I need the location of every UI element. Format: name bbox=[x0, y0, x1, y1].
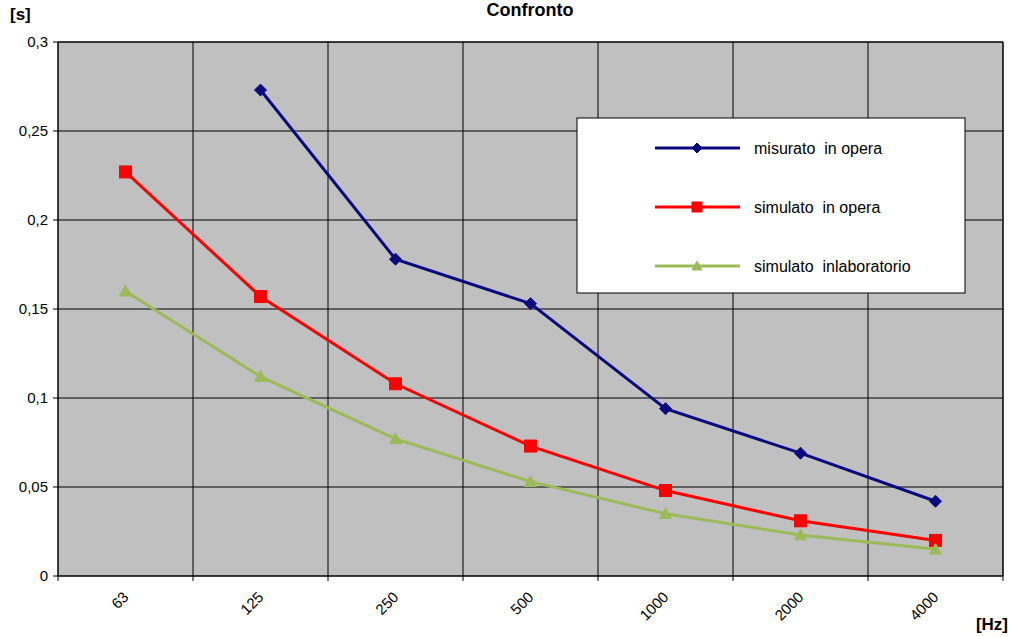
marker bbox=[692, 143, 702, 153]
marker bbox=[255, 84, 267, 96]
x-tick-label: 2000 bbox=[771, 588, 807, 624]
legend-box bbox=[577, 118, 965, 293]
y-axis bbox=[58, 42, 59, 576]
marker bbox=[795, 529, 807, 540]
x-tick-label: 1000 bbox=[636, 588, 672, 624]
x-tick bbox=[733, 576, 734, 581]
x-tick bbox=[598, 576, 599, 581]
x-tick bbox=[58, 576, 59, 581]
x-axis bbox=[58, 576, 1003, 577]
marker bbox=[120, 285, 132, 296]
marker bbox=[390, 378, 402, 390]
marker bbox=[930, 543, 942, 554]
y-tick-label: 0,25 bbox=[19, 122, 48, 139]
marker bbox=[390, 433, 402, 444]
y-tick bbox=[53, 131, 58, 132]
chart: 0 0,05 0,1 0,15 0,2 0,25 0,3 63 125 250 500 1000 200… bbox=[0, 0, 1013, 637]
legend-label: simulato in opera bbox=[754, 199, 880, 216]
y-tick bbox=[53, 487, 58, 488]
marker bbox=[525, 298, 537, 310]
marker bbox=[660, 508, 672, 519]
y-tick-label: 0,05 bbox=[19, 478, 48, 495]
y-tick-label: 0,3 bbox=[27, 33, 48, 50]
series-line bbox=[126, 291, 936, 549]
marker bbox=[795, 447, 807, 459]
legend-label: misurato in opera bbox=[754, 140, 882, 157]
x-tick bbox=[463, 576, 464, 581]
marker bbox=[795, 515, 807, 527]
plot-frame bbox=[1003, 42, 1004, 576]
plot-area bbox=[58, 42, 1003, 576]
x-tick bbox=[193, 576, 194, 581]
series-group bbox=[120, 84, 942, 554]
title: Confronto bbox=[487, 0, 574, 20]
legend: misurato in opera simulato in opera simula… bbox=[577, 118, 965, 293]
x-tick bbox=[868, 576, 869, 581]
x-tick-label: 125 bbox=[237, 588, 267, 618]
category-gridline bbox=[1003, 42, 1004, 576]
x-tick bbox=[328, 576, 329, 581]
marker bbox=[525, 440, 537, 452]
y-tick bbox=[53, 398, 58, 399]
marker bbox=[255, 371, 267, 382]
marker bbox=[660, 403, 672, 415]
y-gridline bbox=[58, 42, 1003, 43]
marker bbox=[930, 495, 942, 507]
marker bbox=[255, 291, 267, 303]
x-tick-label: 500 bbox=[507, 588, 537, 618]
y-tick bbox=[53, 220, 58, 221]
marker bbox=[692, 261, 702, 270]
y-gridline bbox=[58, 398, 1003, 399]
y-tick bbox=[53, 576, 58, 577]
marker bbox=[120, 166, 132, 178]
x-tick-label: 250 bbox=[372, 588, 402, 618]
y-tick-label: 0,1 bbox=[27, 389, 48, 406]
marker bbox=[390, 253, 402, 265]
y-tick bbox=[53, 309, 58, 310]
y-tick bbox=[53, 42, 58, 43]
y-tick-label: 0,15 bbox=[19, 300, 48, 317]
marker bbox=[692, 202, 702, 212]
y-tick-label: 0,2 bbox=[27, 211, 48, 228]
x-tick-label: 63 bbox=[108, 588, 132, 612]
y-gridline bbox=[58, 576, 1003, 577]
marker bbox=[525, 476, 537, 487]
plot-frame bbox=[58, 42, 1003, 43]
marker bbox=[660, 485, 672, 497]
category-gridline bbox=[58, 42, 59, 576]
y-axis-label: [s] bbox=[10, 5, 31, 24]
x-tick bbox=[1003, 576, 1004, 581]
x-axis-label: [Hz] bbox=[976, 615, 1008, 634]
x-tick-label: 4000 bbox=[906, 588, 942, 624]
y-tick-label: 0 bbox=[40, 567, 48, 584]
legend-label: simulato inlaboratorio bbox=[754, 258, 911, 275]
